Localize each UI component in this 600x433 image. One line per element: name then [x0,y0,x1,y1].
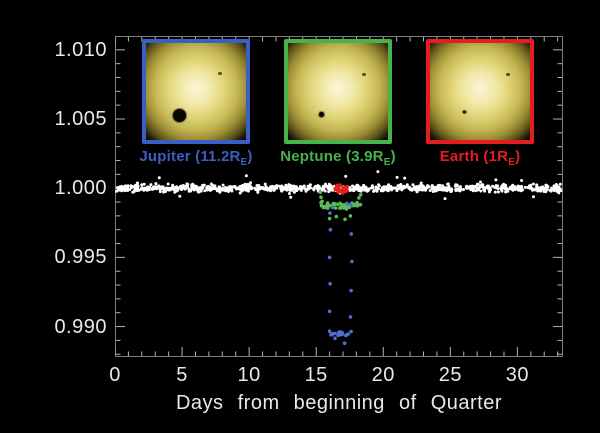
inset-label-text: Earth (1R [439,148,509,165]
x-axis-title: Days from beginning of Quarter [175,392,503,414]
y-tick-label: 1.000 [54,177,107,200]
inset-box-earth [426,39,534,144]
inset-label-subscript: E [240,157,248,168]
starspot-icon [506,73,510,77]
x-tick-label: 10 [237,364,261,386]
inset-label-jupiter: Jupiter (11.2RE) [139,148,252,168]
neptune-silhouette-icon [319,111,324,117]
starspot-icon [362,73,366,77]
jupiter-silhouette-icon [173,108,186,122]
x-tick-label: 5 [176,364,188,386]
inset-label-text: ) [247,148,253,165]
star-image [288,43,388,140]
starspot-icon [218,72,222,76]
inset-box-neptune [284,39,392,144]
inset-label-earth: Earth (1RE) [440,148,521,168]
x-tick-label: 20 [371,364,395,386]
inset-label-subscript: E [383,157,391,168]
inset-label-subscript: E [508,157,516,168]
x-tick-label: 0 [109,364,121,386]
earth-silhouette-icon [463,110,466,114]
x-tick-label: 15 [304,364,328,386]
x-tick-label: 25 [438,364,462,386]
star-image [430,43,530,140]
inset-box-jupiter [142,39,250,144]
y-tick-label: 1.005 [54,108,107,131]
x-tick-label: 30 [505,364,530,386]
star-image [146,43,246,140]
inset-label-neptune: Neptune (3.9RE) [280,148,396,168]
inset-label-text: ) [515,148,521,165]
inset-label-text: ) [390,148,396,165]
y-tick-label: 0.990 [54,315,107,338]
y-tick-label: 1.010 [54,38,107,61]
plot-area [115,36,563,357]
inset-label-text: Jupiter (11.2R [139,148,241,165]
inset-label-text: Neptune (3.9R [280,148,384,165]
y-tick-label: 0.995 [54,246,107,269]
